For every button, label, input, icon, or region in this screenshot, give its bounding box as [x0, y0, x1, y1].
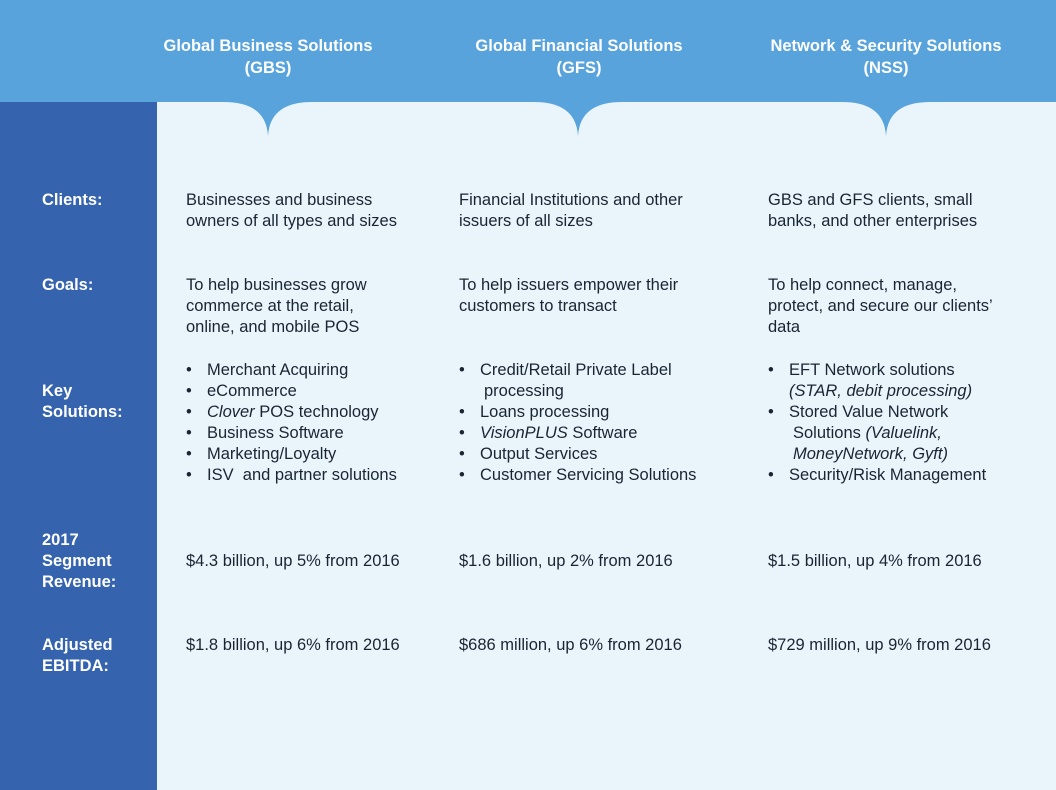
text-line: Businesses and business	[186, 191, 373, 209]
label-text: Key	[42, 382, 73, 400]
item-text: Customer Servicing Solutions	[480, 466, 697, 484]
column-title: Global Business Solutions	[163, 37, 373, 55]
text-line: $4.3 billion, up 5% from 2016	[186, 552, 400, 570]
text-line: Financial Institutions and other	[459, 191, 683, 209]
nss-goals: To help connect, manage, protect, and se…	[768, 275, 993, 338]
text-line: To help businesses grow	[186, 276, 367, 294]
item-text: EFT Network solutions	[789, 361, 955, 379]
text-line: $1.5 billion, up 4% from 2016	[768, 552, 982, 570]
nss-solutions-list: EFT Network solutions (STAR, debit proce…	[768, 360, 986, 486]
label-text: Revenue:	[42, 573, 117, 591]
text-line: data	[768, 318, 801, 336]
gfs-goals: To help issuers empower their customers …	[459, 275, 678, 317]
column-header-nss: Network & Security Solutions (NSS)	[736, 35, 1036, 79]
list-item: Output Services	[459, 444, 696, 465]
label-text: Clients:	[42, 191, 103, 209]
list-item: Credit/Retail Private Label processing	[459, 360, 696, 402]
text-line: $1.6 billion, up 2% from 2016	[459, 552, 673, 570]
row-label-goals: Goals:	[42, 275, 93, 296]
item-text: processing	[484, 382, 564, 400]
list-item: Business Software	[186, 423, 397, 444]
list-item: ISV and partner solutions	[186, 465, 397, 486]
list-item: eCommerce	[186, 381, 397, 402]
item-text: Software	[567, 424, 638, 442]
gbs-solutions-list: Merchant Acquiring eCommerce Clover POS …	[186, 360, 397, 486]
text-line: To help issuers empower their	[459, 276, 679, 294]
gfs-ebitda: $686 million, up 6% from 2016	[459, 635, 682, 656]
column-header-gfs: Global Financial Solutions (GFS)	[429, 35, 729, 79]
text-line: commerce at the retail,	[186, 297, 354, 315]
nss-revenue: $1.5 billion, up 4% from 2016	[768, 551, 982, 572]
text-line: issuers of all sizes	[459, 212, 593, 230]
gfs-revenue: $1.6 billion, up 2% from 2016	[459, 551, 673, 572]
gbs-revenue: $4.3 billion, up 5% from 2016	[186, 551, 400, 572]
label-text: Goals:	[42, 276, 94, 294]
text-line: online, and mobile POS	[186, 318, 360, 336]
label-text: Solutions:	[42, 403, 123, 421]
item-text-italic: (Valuelink,	[865, 424, 942, 442]
column-title: Network & Security Solutions	[770, 37, 1002, 55]
gfs-clients: Financial Institutions and other issuers…	[459, 190, 683, 232]
list-item: Loans processing	[459, 402, 696, 423]
item-text-italic: MoneyNetwork, Gyft)	[793, 445, 948, 463]
nss-clients: GBS and GFS clients, small banks, and ot…	[768, 190, 977, 232]
row-label-revenue: 2017 Segment Revenue:	[42, 530, 116, 593]
text-line: $1.8 billion, up 6% from 2016	[186, 636, 400, 654]
text-line: To help connect, manage,	[768, 276, 957, 294]
gbs-clients: Businesses and business owners of all ty…	[186, 190, 397, 232]
item-text: Solutions	[793, 424, 866, 442]
list-item: Merchant Acquiring	[186, 360, 397, 381]
item-text: Credit/Retail Private Label	[480, 361, 672, 379]
header-banner	[157, 0, 1056, 136]
gbs-goals: To help businesses grow commerce at the …	[186, 275, 367, 338]
row-label-clients: Clients:	[42, 190, 103, 211]
list-item: VisionPLUS Software	[459, 423, 696, 444]
label-text: 2017	[42, 531, 79, 549]
text-line: $729 million, up 9% from 2016	[768, 636, 991, 654]
list-item: Customer Servicing Solutions	[459, 465, 696, 486]
item-text: Output Services	[480, 445, 598, 463]
header-corner	[0, 0, 157, 102]
row-label-ebitda: Adjusted EBITDA:	[42, 635, 113, 677]
item-text-italic: Clover	[207, 403, 255, 421]
item-text: Loans processing	[480, 403, 610, 421]
text-line: owners of all types and sizes	[186, 212, 397, 230]
item-text: Stored Value Network	[789, 403, 949, 421]
text-line: protect, and secure our clients’	[768, 297, 993, 315]
text-line: customers to transact	[459, 297, 617, 315]
list-item: Security/Risk Management	[768, 465, 986, 486]
text-line: banks, and other enterprises	[768, 212, 978, 230]
row-label-sidebar	[0, 0, 157, 790]
gbs-ebitda: $1.8 billion, up 6% from 2016	[186, 635, 400, 656]
item-text-italic: VisionPLUS	[480, 424, 568, 442]
list-item: Clover POS technology	[186, 402, 397, 423]
item-text: Merchant Acquiring	[207, 361, 349, 379]
list-item: Marketing/Loyalty	[186, 444, 397, 465]
list-item: EFT Network solutions (STAR, debit proce…	[768, 360, 986, 402]
gfs-solutions-list: Credit/Retail Private Label processing L…	[459, 360, 696, 486]
item-text: ISV and partner solutions	[207, 466, 397, 484]
label-text: Adjusted	[42, 636, 113, 654]
item-text: POS technology	[254, 403, 379, 421]
item-text: Marketing/Loyalty	[207, 445, 337, 463]
column-abbr: (GBS)	[244, 59, 292, 77]
label-text: EBITDA:	[42, 657, 109, 675]
item-text: Business Software	[207, 424, 344, 442]
column-abbr: (NSS)	[863, 59, 909, 77]
column-header-gbs: Global Business Solutions (GBS)	[118, 35, 418, 79]
list-item: Stored Value Network Solutions (Valuelin…	[768, 402, 986, 465]
column-title: Global Financial Solutions	[475, 37, 683, 55]
text-line: $686 million, up 6% from 2016	[459, 636, 682, 654]
nss-ebitda: $729 million, up 9% from 2016	[768, 635, 991, 656]
item-text: eCommerce	[207, 382, 297, 400]
row-label-key-solutions: Key Solutions:	[42, 381, 123, 423]
column-abbr: (GFS)	[556, 59, 602, 77]
item-continuation: Solutions (Valuelink,	[789, 423, 986, 444]
item-text-italic: (STAR, debit processing)	[789, 382, 973, 400]
text-line: GBS and GFS clients, small	[768, 191, 973, 209]
label-text: Segment	[42, 552, 112, 570]
item-text: Security/Risk Management	[789, 466, 987, 484]
